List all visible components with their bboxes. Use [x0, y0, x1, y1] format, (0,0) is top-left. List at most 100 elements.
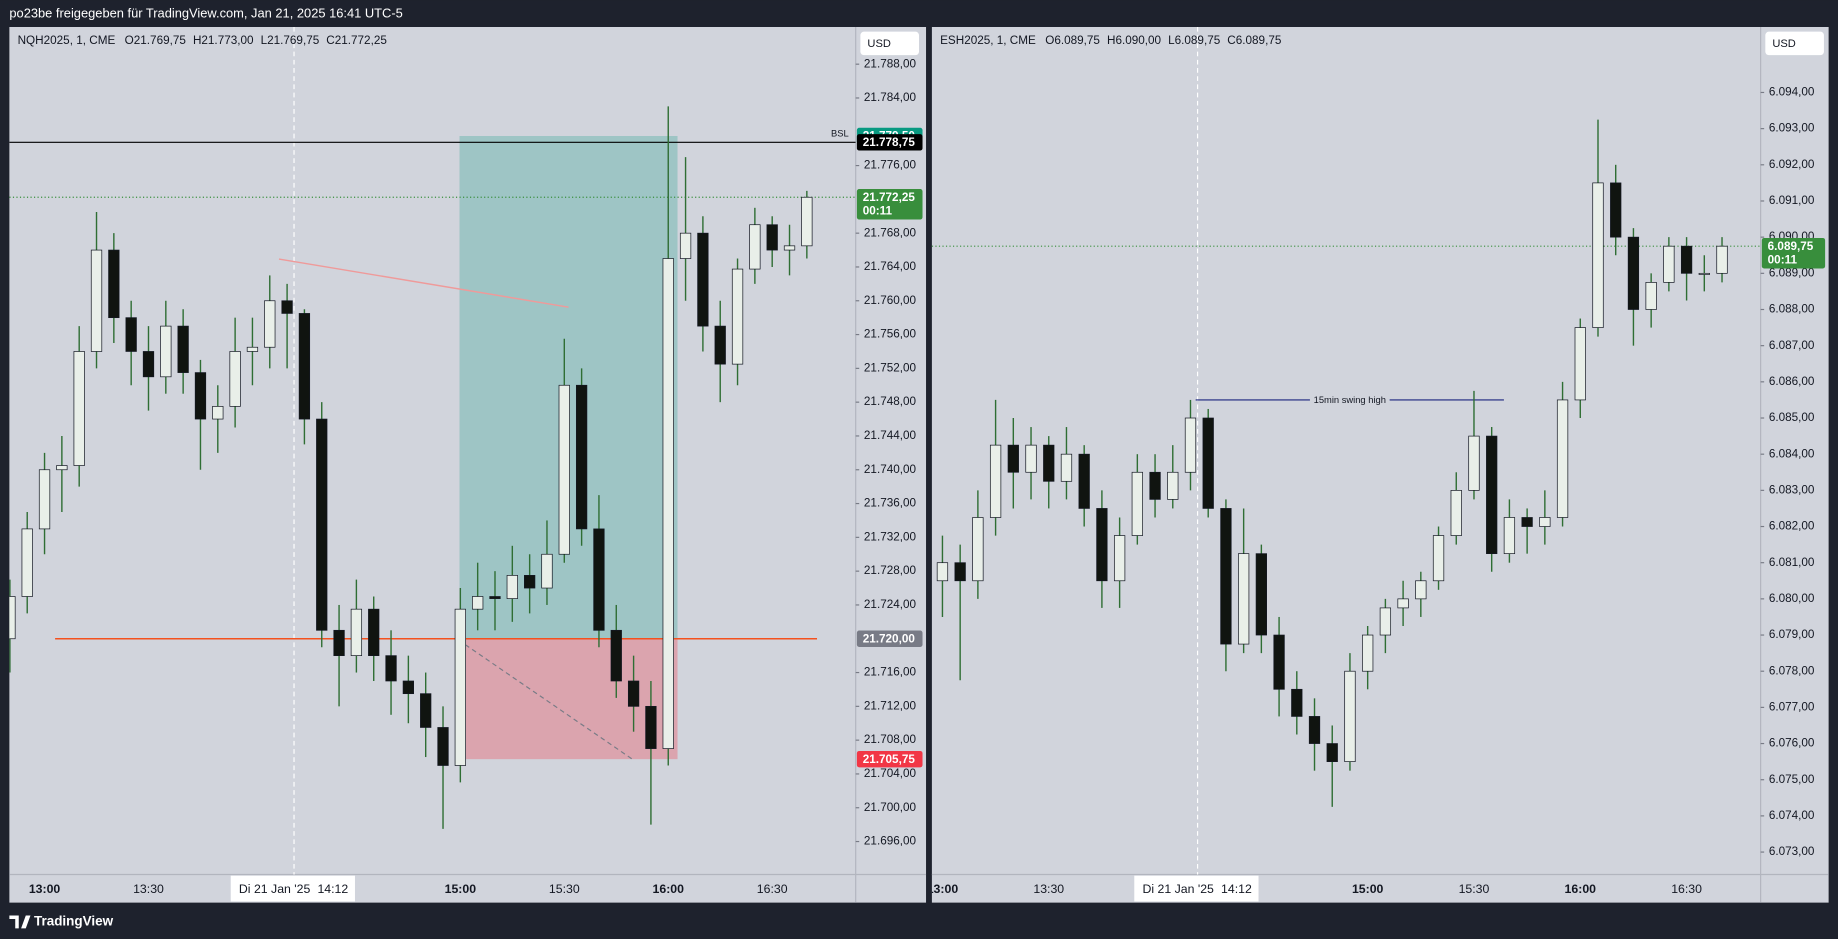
- loss-zone: [459, 638, 678, 760]
- trend-line: [278, 258, 569, 308]
- candle-body: [1149, 471, 1161, 500]
- candle-body: [333, 629, 345, 656]
- candle-body: [1627, 236, 1640, 310]
- time-axis: [931, 874, 1829, 903]
- candle-body: [989, 444, 1002, 518]
- candle-body: [749, 224, 761, 270]
- price-tick-label: 21.696,00: [864, 835, 917, 848]
- crosshair-date: Di 21 Jan '25: [239, 882, 311, 896]
- candle-body: [1486, 435, 1498, 555]
- price-tick-label: 6.094,00: [1769, 86, 1815, 99]
- footer: TradingView: [9, 914, 114, 929]
- price-badge: [856, 750, 923, 768]
- currency-button[interactable]: [1765, 31, 1824, 56]
- share-title: po23be freigegeben für TradingView.com, …: [9, 6, 402, 21]
- candle-body: [575, 384, 588, 530]
- price-tick-label: 21.740,00: [864, 463, 917, 476]
- price-tick-label: 21.704,00: [864, 767, 917, 780]
- candle-body: [177, 325, 189, 373]
- candle-body: [1450, 490, 1462, 536]
- price-tick-label: 21.748,00: [864, 395, 917, 408]
- price-tick-label: 6.091,00: [1769, 194, 1815, 207]
- candle-body: [350, 608, 363, 656]
- price-tick-label: 21.712,00: [864, 699, 917, 712]
- price-tick-label: 6.076,00: [1769, 737, 1815, 750]
- time-tick-label: 15:00: [1352, 882, 1384, 896]
- candle-body: [454, 608, 466, 766]
- candle-body: [1716, 245, 1728, 274]
- chart-area: [9, 26, 856, 875]
- price-badge: [856, 630, 923, 647]
- price-tick-label: 21.788,00: [864, 57, 917, 70]
- candle-body: [1539, 517, 1551, 527]
- candle-body: [766, 224, 778, 251]
- candle-body: [1415, 580, 1427, 600]
- price-tick-label: 6.074,00: [1769, 809, 1815, 822]
- candle-body: [731, 268, 744, 365]
- candle-body: [160, 325, 172, 378]
- candle-body: [972, 517, 984, 582]
- candle-body: [73, 351, 85, 466]
- candle-body: [524, 575, 536, 589]
- candle-body: [1238, 553, 1250, 645]
- candle-body: [1645, 282, 1657, 310]
- symbol: NQH2025, 1, CME: [18, 34, 116, 47]
- time-tick-label: 13:30: [133, 882, 164, 896]
- price-tick-label: 21.756,00: [864, 328, 917, 341]
- price-tick-label: 21.768,00: [864, 226, 917, 239]
- candle-body: [1291, 688, 1303, 717]
- candle-body: [9, 596, 16, 640]
- ohlc-value: C6.089,75: [1227, 34, 1282, 47]
- candle-body: [1344, 670, 1356, 762]
- candle-body: [506, 575, 518, 599]
- candle-body: [1273, 634, 1285, 690]
- candle-body: [1220, 508, 1232, 645]
- ohlc-value: L6.089,75: [1168, 34, 1221, 47]
- countdown: 00:11: [1768, 253, 1798, 266]
- ohlc-value: H21.773,00: [193, 34, 254, 47]
- price-tick-label: 21.708,00: [864, 733, 917, 746]
- currency-button[interactable]: [860, 31, 919, 56]
- price-tick-label: 6.081,00: [1769, 556, 1815, 569]
- time-labels: 13:00 13:30 15:00 15:30 16:00 16:30 Di 21 Jan …: [29, 875, 788, 902]
- candle-body: [627, 680, 640, 707]
- price-badge-label: 6.089,75: [1768, 240, 1814, 253]
- crosshair-time-box: [1134, 875, 1259, 902]
- candle-body: [783, 245, 796, 251]
- price-badge-label: 21.705,75: [863, 753, 916, 766]
- price-tick-label: 6.093,00: [1769, 122, 1815, 135]
- price-tick-label: 6.077,00: [1769, 700, 1815, 713]
- price-badge-label: 21.778,75: [863, 136, 916, 149]
- price-tick-label: 6.075,00: [1769, 773, 1815, 786]
- price-tick-label: 6.080,00: [1769, 592, 1815, 605]
- candle-body: [1379, 607, 1392, 636]
- time-axis: [9, 874, 927, 903]
- price-tick-label: 21.776,00: [864, 159, 917, 172]
- candle-body: [385, 655, 397, 682]
- candle-body: [264, 300, 276, 348]
- price-tick-label: 21.744,00: [864, 429, 917, 442]
- candle-body: [1060, 453, 1073, 482]
- time-tick-label: 16:00: [1565, 882, 1597, 896]
- time-tick-label: 15:30: [549, 882, 580, 896]
- time-tick-label: 13:00: [29, 882, 61, 896]
- candle-body: [1078, 453, 1090, 509]
- price-tick-label: 6.088,00: [1769, 303, 1815, 316]
- candle-body: [472, 596, 484, 610]
- candle-body: [1680, 245, 1693, 274]
- candle-body: [1432, 535, 1445, 582]
- swing-high-label: 15min swing high: [1314, 395, 1386, 405]
- price-tick-label: 6.092,00: [1769, 158, 1815, 171]
- price-tick-label: 21.724,00: [864, 598, 917, 611]
- candle-body: [1610, 182, 1622, 238]
- candle-body: [402, 680, 414, 695]
- candle-body: [90, 249, 103, 352]
- panels: BSL NQH2025, 1, CME O21.769,75 H21.773,00 L2…: [9, 26, 1829, 903]
- plot: 15min swing high: [931, 26, 1761, 875]
- candle-body: [194, 372, 207, 420]
- price-tick-label: 6.086,00: [1769, 375, 1815, 388]
- candle-body: [801, 196, 813, 247]
- candle-body: [38, 469, 51, 530]
- price-tick-label: 21.728,00: [864, 564, 917, 577]
- time-tick-label: 16:00: [653, 882, 685, 896]
